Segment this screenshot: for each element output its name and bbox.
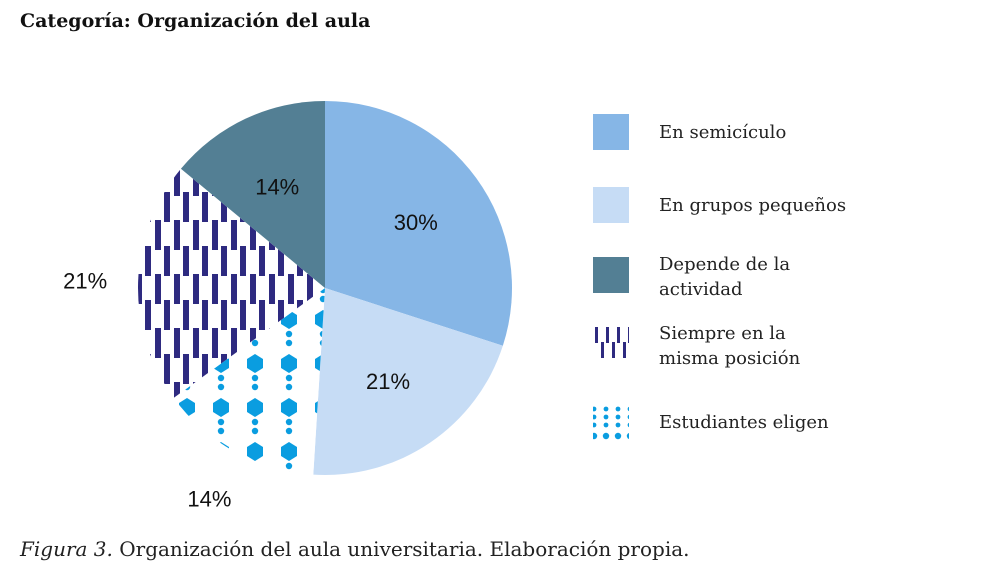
figure-caption: Figura 3. Organización del aula universi… — [20, 537, 690, 561]
legend-label-en-grupos-pequenos: En grupos pequeños — [659, 195, 846, 216]
caption-text: Organización del aula universitaria. Ela… — [112, 537, 690, 561]
chart-title: Categoría: Organización del aula — [20, 10, 371, 32]
legend-label-en-semiciculo: En semicículo — [659, 122, 786, 143]
pie-slice-estudiantes-eligen — [173, 288, 325, 475]
pie-slice-en-semiciculo — [325, 101, 512, 346]
legend-swatch-en-grupos-pequenos — [593, 187, 629, 223]
slice-label-depende-de-la-actividad: 14% — [255, 174, 299, 199]
legend-swatch-en-semiciculo — [593, 114, 629, 150]
legend-swatch-estudiantes-eligen — [593, 404, 629, 440]
pie-slice-siempre-en-la-misma-posicion — [138, 168, 325, 398]
pie-slice-en-grupos-pequenos — [313, 288, 503, 475]
pie-slice-depende-de-la-actividad — [180, 101, 325, 288]
slice-label-estudiantes-eligen: 14% — [187, 486, 231, 511]
legend-label-siempre-en-la-misma-posicion-line-2: misma posición — [659, 348, 801, 369]
legend-label-siempre-en-la-misma-posicion-line-1: Siempre en la — [659, 323, 786, 344]
legend-label-depende-de-la-actividad-line-1: Depende de la — [659, 254, 790, 275]
slice-label-en-semiciculo: 30% — [394, 210, 438, 235]
pie-chart: 30% 21% 14% 21% 14% En semicículo En grupos p… — [63, 101, 846, 511]
legend-swatch-siempre-en-la-misma-posicion — [593, 326, 629, 362]
legend-label-depende-de-la-actividad-line-2: actividad — [659, 279, 743, 300]
slice-label-en-grupos-pequenos: 21% — [366, 369, 410, 394]
slice-label-siempre-en-la-misma-posicion: 21% — [63, 268, 107, 293]
legend-label-estudiantes-eligen: Estudiantes eligen — [659, 412, 829, 433]
legend-swatch-depende-de-la-actividad — [593, 257, 629, 293]
caption-figure-number: Figura 3. — [20, 537, 113, 561]
